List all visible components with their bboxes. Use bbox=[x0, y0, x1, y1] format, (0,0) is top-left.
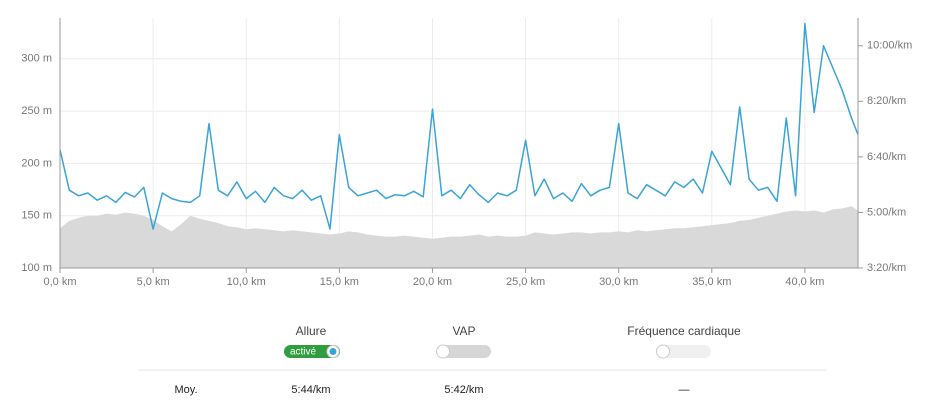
x-tick-label: 15,0 km bbox=[320, 276, 359, 288]
y2-tick-label: 3:20/km bbox=[867, 262, 906, 274]
control-label: VAP bbox=[452, 324, 475, 338]
pace-line bbox=[59, 22, 859, 230]
y-tick-label: 300 m bbox=[21, 53, 52, 65]
x-tick-label: 35,0 km bbox=[692, 276, 731, 288]
toggle-off[interactable] bbox=[437, 345, 491, 358]
summary-label: Moy. bbox=[174, 384, 197, 396]
y2-tick-label: 6:40/km bbox=[867, 151, 906, 163]
toggle-knob bbox=[436, 344, 450, 359]
x-tick-label: 10,0 km bbox=[227, 276, 266, 288]
x-tick-label: 30,0 km bbox=[599, 276, 638, 288]
y2-tick-label: 8:20/km bbox=[867, 95, 906, 107]
y-tick-label: 150 m bbox=[21, 210, 52, 222]
x-tick-label: 20,0 km bbox=[413, 276, 452, 288]
y-tick-label: 100 m bbox=[21, 262, 52, 274]
y-tick-label: 250 m bbox=[21, 105, 52, 117]
x-tick-label: 0,0 km bbox=[43, 276, 76, 288]
summary-value: — bbox=[679, 384, 690, 396]
y2-tick-label: 5:00/km bbox=[867, 206, 906, 218]
x-tick-label: 40,0 km bbox=[785, 276, 824, 288]
toggle-state: activé bbox=[290, 347, 317, 358]
toggle-off[interactable] bbox=[657, 345, 711, 358]
summary-value: 5:42/km bbox=[444, 384, 483, 396]
x-tick-label: 25,0 km bbox=[506, 276, 545, 288]
toggle-dot bbox=[329, 348, 337, 355]
x-tick-label: 5,0 km bbox=[137, 276, 170, 288]
control-label: Fréquence cardiaque bbox=[627, 324, 741, 338]
toggle-knob bbox=[656, 344, 670, 359]
y2-tick-label: 10:00/km bbox=[867, 40, 912, 52]
y-tick-label: 200 m bbox=[21, 157, 52, 169]
control-label: Allure bbox=[296, 324, 327, 338]
summary-value: 5:44/km bbox=[291, 384, 330, 396]
elevation-area bbox=[60, 206, 858, 268]
toggle-on[interactable] bbox=[284, 345, 340, 358]
